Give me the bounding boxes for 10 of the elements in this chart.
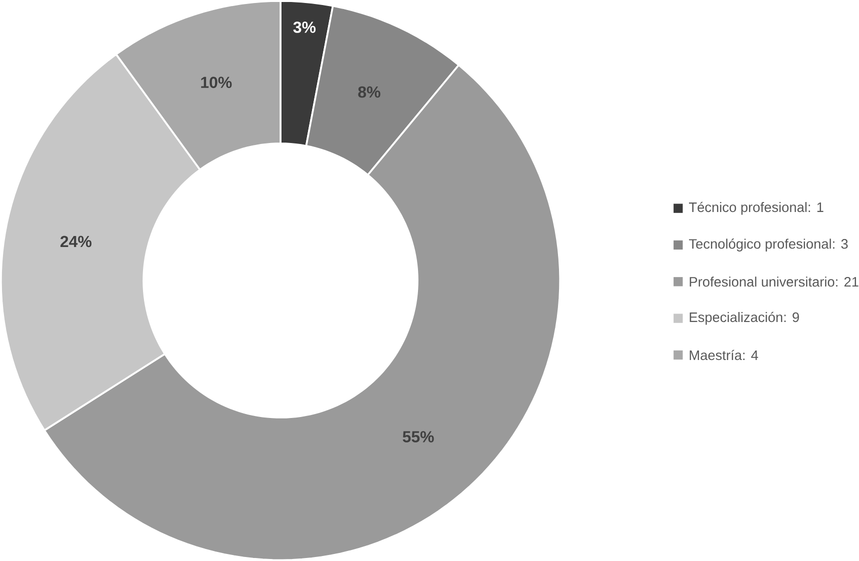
legend-label: Maestría: 4 [690, 350, 758, 360]
legend-label: Tecnológico profesional: 3 [688, 238, 848, 252]
data-label: 3% [293, 22, 316, 33]
legend-label: Especialización: 9 [690, 312, 799, 325]
legend-label: Profesional universitario: 21 [690, 276, 858, 287]
legend-label: Técnico profesional: 1 [688, 202, 824, 215]
data-label: 8% [358, 86, 380, 98]
data-label: 10% [201, 76, 232, 88]
data-label: 55% [402, 431, 434, 442]
data-label: 24% [60, 236, 92, 248]
